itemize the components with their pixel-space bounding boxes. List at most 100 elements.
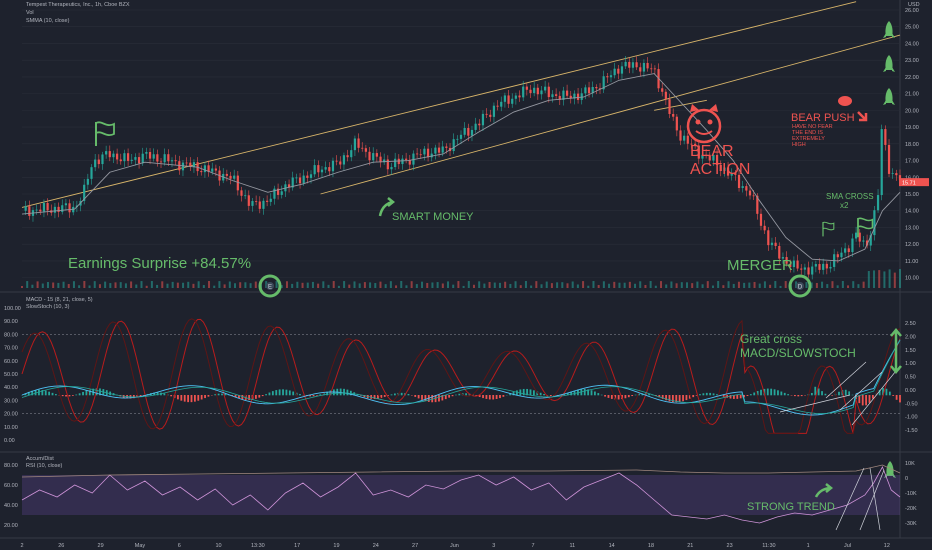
- bear-face-eye: [707, 119, 713, 125]
- candle-body: [694, 143, 697, 146]
- volume-bar: [285, 281, 288, 288]
- volume-bar: [608, 283, 611, 288]
- rocket-fin: [883, 100, 895, 105]
- volume-bar: [98, 284, 101, 288]
- rsi-band: [22, 475, 900, 515]
- flag-icon: [822, 221, 835, 237]
- price-tick-label: 23.00: [905, 58, 919, 64]
- flag-cloth: [857, 217, 874, 230]
- candle-body: [24, 206, 27, 211]
- candle-body: [445, 146, 448, 148]
- macd-histogram-bar: [739, 395, 742, 399]
- candle-body: [672, 113, 675, 117]
- dividend-icon-core: [796, 282, 804, 290]
- candle-body: [474, 123, 477, 130]
- candle-body: [723, 167, 726, 172]
- candle-body: [800, 268, 803, 270]
- candle-body: [116, 153, 119, 160]
- x-tick-label: 23: [727, 543, 733, 549]
- candle-body: [156, 154, 159, 162]
- macd-histogram-bar: [732, 395, 735, 399]
- candle-body: [456, 138, 459, 140]
- volume-bar: [72, 281, 75, 288]
- candle-body: [419, 154, 422, 156]
- macd-histogram-bar: [54, 394, 57, 396]
- candle-body: [865, 240, 869, 246]
- stoch-tick-label: 20.00: [4, 412, 18, 418]
- smart-money-arrow-icon: [378, 197, 396, 217]
- candle-body: [536, 87, 539, 95]
- candle-body: [141, 153, 144, 164]
- macd-histogram-bar: [153, 392, 156, 396]
- volume-bar: [545, 281, 548, 288]
- candle-body: [262, 200, 265, 209]
- candle-body: [807, 267, 810, 275]
- rsi-trendline: [835, 467, 865, 531]
- candle-body: [309, 174, 313, 178]
- volume-bar: [753, 281, 756, 288]
- ad-label: Accum/Dist: [26, 456, 54, 462]
- candle-body: [108, 151, 111, 158]
- currency-label: USD: [908, 2, 920, 8]
- bear-action-line-1: BEAR: [690, 143, 734, 160]
- stoch-tick-label: 10.00: [4, 425, 18, 431]
- volume-bar: [763, 281, 766, 288]
- candle-body: [891, 173, 894, 174]
- earnings-icon-ring: [258, 274, 282, 298]
- volume-bar: [244, 282, 247, 288]
- candle-body: [35, 209, 38, 211]
- volume-bar: [873, 270, 876, 288]
- macd-histogram-bar: [407, 393, 410, 396]
- volume-bar: [306, 282, 309, 288]
- candle-body: [306, 175, 309, 178]
- candle-body: [785, 257, 788, 264]
- macd-histogram-bar: [312, 395, 315, 397]
- stoch-tick-label: 90.00: [4, 319, 18, 325]
- smma-line: [21, 73, 901, 262]
- bear-push-note-3: EXTREMELY: [792, 136, 825, 142]
- macd-histogram-bar: [529, 389, 532, 396]
- x-tick-label: 11: [569, 543, 575, 549]
- volume-bar: [389, 281, 392, 288]
- macd-histogram-bar: [716, 394, 718, 396]
- bear-face-ears: [690, 104, 718, 112]
- candle-body: [394, 158, 397, 168]
- price-tick-label: 22.00: [905, 75, 919, 81]
- macd-histogram-bar: [41, 390, 44, 396]
- x-tick-label: 13:30: [251, 543, 265, 549]
- candle-body: [280, 191, 283, 195]
- candle-body: [620, 66, 624, 74]
- volume-bar: [524, 281, 527, 288]
- macd-histogram-bar: [180, 395, 183, 401]
- macd-histogram-bar: [393, 393, 396, 396]
- volume-bar: [150, 281, 153, 288]
- macd-histogram-bar: [821, 391, 823, 396]
- candle-body: [591, 86, 594, 94]
- macd-histogram-bar: [861, 395, 864, 406]
- volume-bar: [774, 281, 777, 288]
- volume-bar: [566, 283, 569, 288]
- volume-bar: [41, 283, 44, 288]
- x-tick-label: 24: [373, 543, 379, 549]
- macd-histogram-bar: [536, 391, 539, 396]
- candle-body: [708, 155, 711, 161]
- trendline: [21, 1, 857, 208]
- price-tick-label: 15.00: [905, 192, 919, 198]
- volume-bar: [514, 281, 517, 288]
- volume-bar: [644, 284, 647, 288]
- volume-bar: [727, 281, 730, 288]
- volume-bar: [223, 284, 226, 288]
- volume-bar: [779, 285, 782, 288]
- stoch-tick-label: 70.00: [4, 346, 18, 352]
- macd-histogram-bar: [488, 395, 491, 400]
- x-tick-label: 18: [648, 543, 654, 549]
- volume-bar: [135, 284, 138, 288]
- candle-body: [887, 144, 891, 174]
- candle-body: [500, 101, 503, 107]
- last-price-box: [899, 178, 929, 187]
- volume-bar: [384, 284, 387, 288]
- macd-histogram-bar: [756, 391, 759, 396]
- double-arrow-icon: [890, 328, 902, 374]
- candle-body: [752, 195, 755, 197]
- candle-body: [42, 203, 46, 212]
